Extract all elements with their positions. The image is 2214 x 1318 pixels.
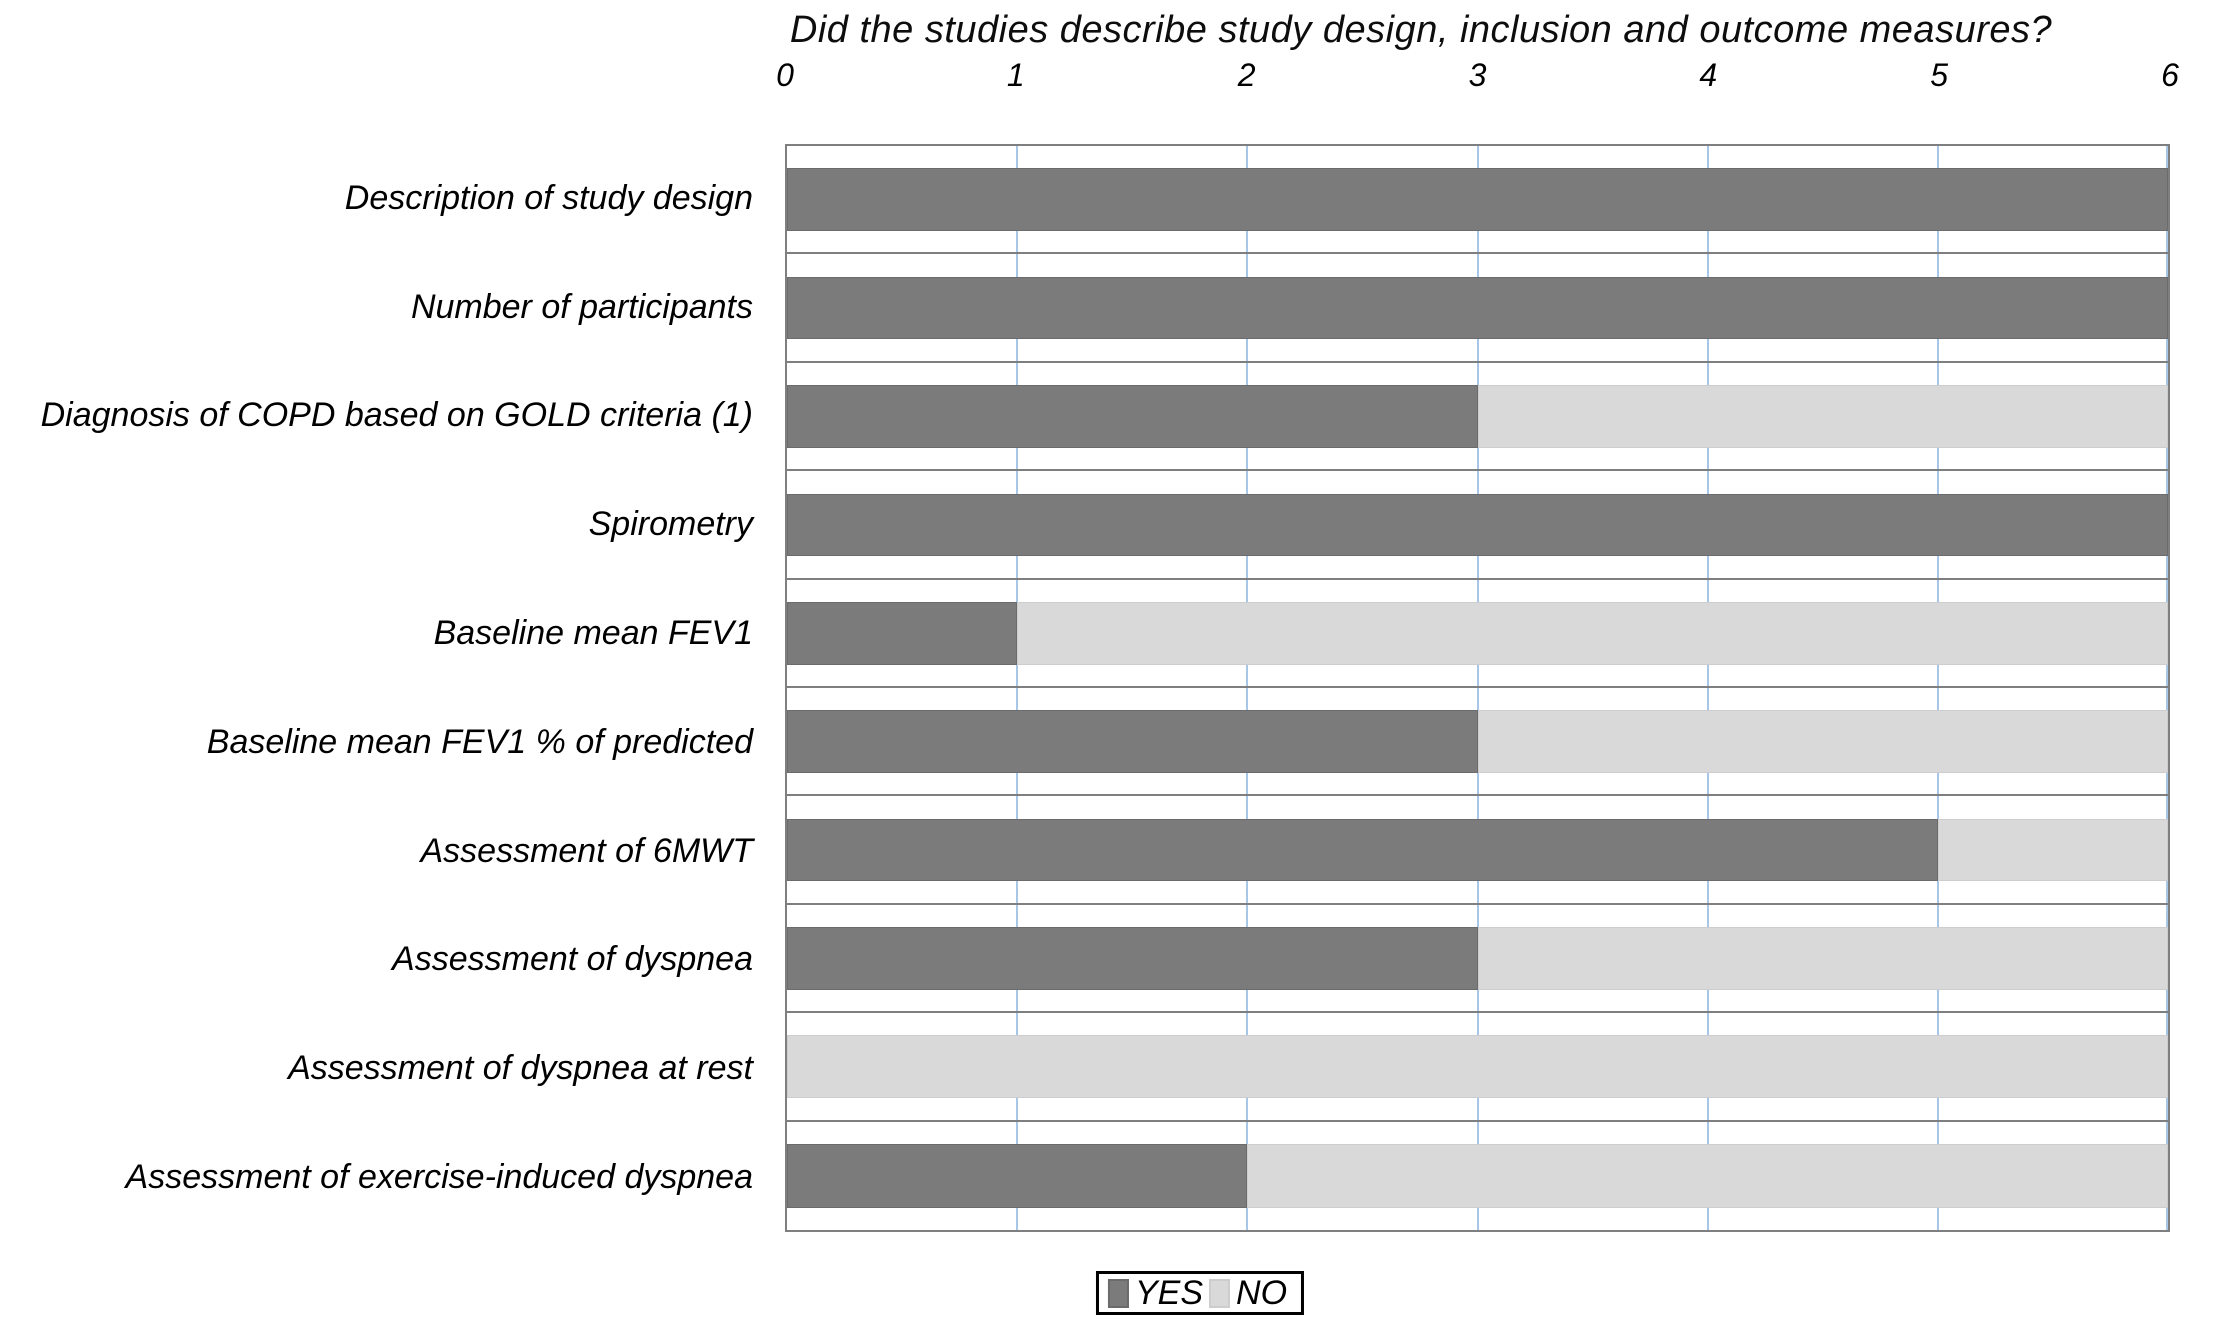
bar-segment-yes xyxy=(787,276,2168,340)
category-label: Spirometry xyxy=(588,505,753,544)
chart-row xyxy=(787,146,2168,255)
bar-track xyxy=(787,385,2168,448)
bar-segment-no xyxy=(1937,818,2168,882)
chart-row xyxy=(787,688,2168,797)
vertical-gridline xyxy=(1246,146,1249,1230)
bar-segment-yes xyxy=(787,1144,1248,1209)
bar-track xyxy=(787,1035,2168,1099)
bar-segment-no xyxy=(1477,385,2168,448)
category-label: Diagnosis of COPD based on GOLD criteria… xyxy=(40,396,753,435)
chart-row xyxy=(787,905,2168,1014)
bar-track xyxy=(787,168,2168,232)
category-label: Assessment of 6MWT xyxy=(420,831,753,870)
plot-area xyxy=(785,144,2170,1232)
chart-row xyxy=(787,254,2168,363)
chart-row xyxy=(787,471,2168,580)
bar-segment-yes xyxy=(787,818,1938,882)
legend-yes-swatch xyxy=(1107,1278,1129,1308)
category-label: Assessment of exercise-induced dyspnea xyxy=(125,1158,753,1197)
x-tick-label: 0 xyxy=(776,57,794,93)
x-axis: 0 1 2 3 4 5 6 xyxy=(776,50,2179,100)
x-tick-label: 6 xyxy=(2161,57,2179,93)
bar-rows xyxy=(787,146,2168,1230)
vertical-gridline xyxy=(1016,146,1019,1230)
vertical-gridline xyxy=(2166,146,2168,1230)
category-label: Baseline mean FEV1 % of predicted xyxy=(206,722,753,761)
bar-track xyxy=(787,493,2168,557)
bar-track xyxy=(787,818,2168,882)
chart-row xyxy=(787,580,2168,688)
bar-segment-no xyxy=(1477,927,2168,990)
bar-segment-no xyxy=(1247,1144,2168,1209)
category-label: Assessment of dyspnea at rest xyxy=(288,1049,753,1088)
bar-track xyxy=(787,1144,2168,1209)
bar-track xyxy=(787,927,2168,990)
legend-yes-label: YES xyxy=(1134,1274,1204,1312)
chart-row xyxy=(787,1013,2168,1122)
vertical-gridline xyxy=(1706,146,1709,1230)
x-tick-label: 1 xyxy=(1006,57,1025,93)
vertical-gridline xyxy=(1936,146,1939,1230)
bar-track xyxy=(787,710,2168,774)
x-tick-label: 5 xyxy=(1930,57,1949,93)
legend-no-swatch xyxy=(1209,1278,1231,1308)
bar-segment-yes xyxy=(787,710,1478,774)
x-tick-label: 2 xyxy=(1237,57,1256,93)
bar-track xyxy=(787,276,2168,340)
bar-segment-yes xyxy=(787,927,1478,990)
x-tick-label: 3 xyxy=(1468,57,1487,93)
chart-title: Did the studies describe study design, i… xyxy=(789,9,2053,51)
bar-segment-no xyxy=(1017,601,2168,665)
category-label: Assessment of dyspnea xyxy=(392,940,753,979)
bar-track xyxy=(787,601,2168,665)
bar-segment-yes xyxy=(787,493,2168,557)
chart-row xyxy=(787,363,2168,472)
bar-segment-yes xyxy=(787,385,1478,448)
bar-segment-no xyxy=(1477,710,2168,774)
chart-row xyxy=(787,796,2168,905)
category-axis: Description of study design Number of par… xyxy=(0,144,769,1232)
category-label: Baseline mean FEV1 xyxy=(433,614,753,653)
category-label: Description of study design xyxy=(344,178,753,217)
legend: YES NO xyxy=(1095,1271,1305,1315)
x-tick-label: 4 xyxy=(1699,57,1718,93)
chart-row xyxy=(787,1122,2168,1230)
bar-segment-no xyxy=(787,1035,2168,1099)
category-label: Number of participants xyxy=(410,287,753,326)
bar-segment-yes xyxy=(787,168,2168,232)
bar-segment-yes xyxy=(787,601,1018,665)
legend-no-label: NO xyxy=(1236,1274,1288,1312)
vertical-gridline xyxy=(1476,146,1479,1230)
